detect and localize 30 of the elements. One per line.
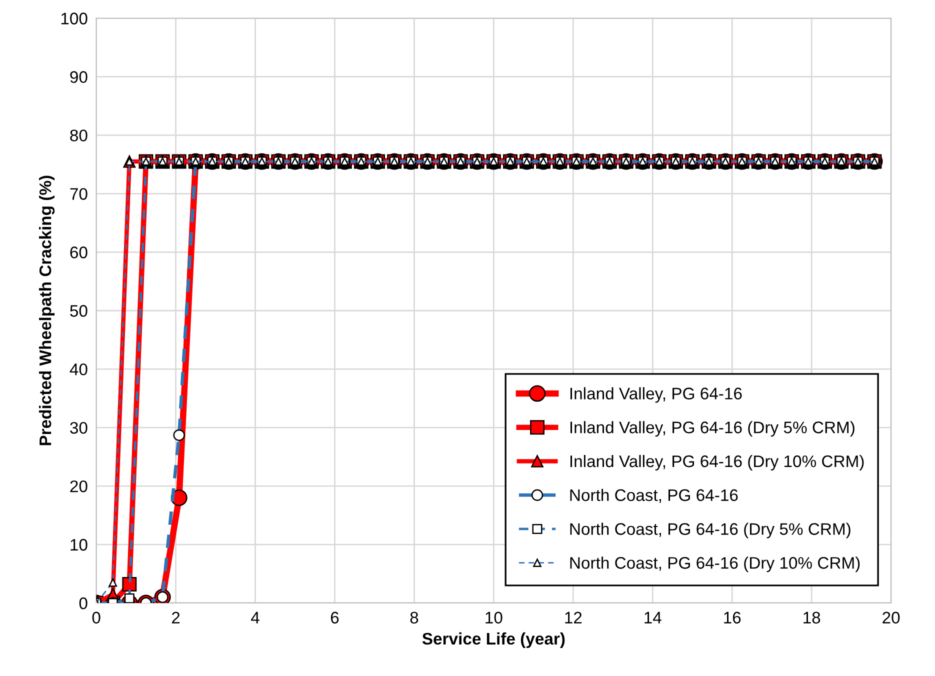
x-tick-label: 18 — [804, 612, 820, 624]
y-tick-label: 60 — [70, 246, 88, 258]
x-tick-label: 14 — [644, 612, 662, 624]
x-tick-label: 16 — [724, 612, 741, 624]
y-tick-label: 50 — [70, 305, 88, 317]
x-tick-label: 10 — [486, 612, 502, 624]
x-tick-label: 6 — [330, 612, 339, 624]
legend-label: North Coast, PG 64-16 (Dry 5% CRM) — [570, 522, 850, 538]
y-tick-label: 90 — [70, 71, 88, 83]
y-tick-label: 10 — [70, 538, 88, 551]
legend-label: Inland Valley, PG 64-16 (Dry 5% CRM) — [570, 421, 854, 437]
x-tick-label: 8 — [410, 612, 418, 624]
legend-label: Inland Valley, PG 64-16 — [570, 387, 742, 403]
x-tick-label: 4 — [251, 612, 260, 624]
y-tick-label: 100 — [61, 12, 88, 24]
legend-label: Inland Valley, PG 64-16 (Dry 10% CRM) — [570, 454, 864, 471]
x-tick-label: 2 — [172, 612, 180, 624]
x-tick-label: 12 — [565, 612, 582, 624]
y-tick-label: 20 — [70, 480, 88, 492]
y-tick-label: 80 — [70, 130, 88, 142]
y-tick-label: 30 — [70, 422, 88, 434]
x-tick-label: 0 — [92, 612, 100, 624]
legend-label: North Coast, PG 64-16 (Dry 10% CRM) — [570, 556, 860, 572]
y-tick-label: 70 — [70, 188, 88, 200]
y-axis-title: Predicted Wheelpath Cracking (%) — [39, 176, 55, 446]
legend-label: North Coast, PG 64-16 — [570, 488, 738, 504]
x-axis-title: Service Life (year) — [422, 632, 565, 648]
x-tick-label: 20 — [882, 612, 900, 624]
y-tick-label: 0 — [79, 597, 88, 610]
y-tick-label: 40 — [70, 363, 88, 376]
